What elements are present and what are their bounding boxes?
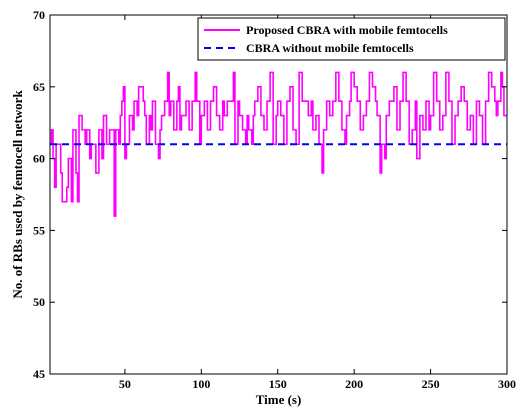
x-axis-label: Time (s) xyxy=(256,392,302,407)
legend-box xyxy=(197,17,506,61)
y-tick-label: 70 xyxy=(33,8,45,22)
axes: 50 100 150 200 250 300 45 50 55 60 65 70 xyxy=(33,8,516,391)
x-tick-label: 300 xyxy=(498,377,516,391)
legend: Proposed CBRA with mobile femtocells CBRA… xyxy=(197,17,506,61)
series-line-1 xyxy=(50,71,507,217)
legend-label-2: CBRA without mobile femtocells xyxy=(246,41,414,55)
y-tick-label: 50 xyxy=(33,295,45,309)
legend-label-1: Proposed CBRA with mobile femtocells xyxy=(246,23,448,37)
y-tick-label: 60 xyxy=(33,152,45,166)
plot-area xyxy=(50,71,507,217)
y-tick-label: 45 xyxy=(33,367,45,381)
x-tick-label: 250 xyxy=(422,377,440,391)
y-tick-label: 55 xyxy=(33,223,45,237)
x-tick-label: 150 xyxy=(269,377,287,391)
x-tick-label: 50 xyxy=(119,377,131,391)
y-axis-label: No. of RBs used by femtocell network xyxy=(10,90,25,299)
plot-frame xyxy=(49,14,508,375)
x-tick-label: 200 xyxy=(345,377,363,391)
y-tick-label: 65 xyxy=(33,80,45,94)
x-tick-label: 100 xyxy=(192,377,210,391)
